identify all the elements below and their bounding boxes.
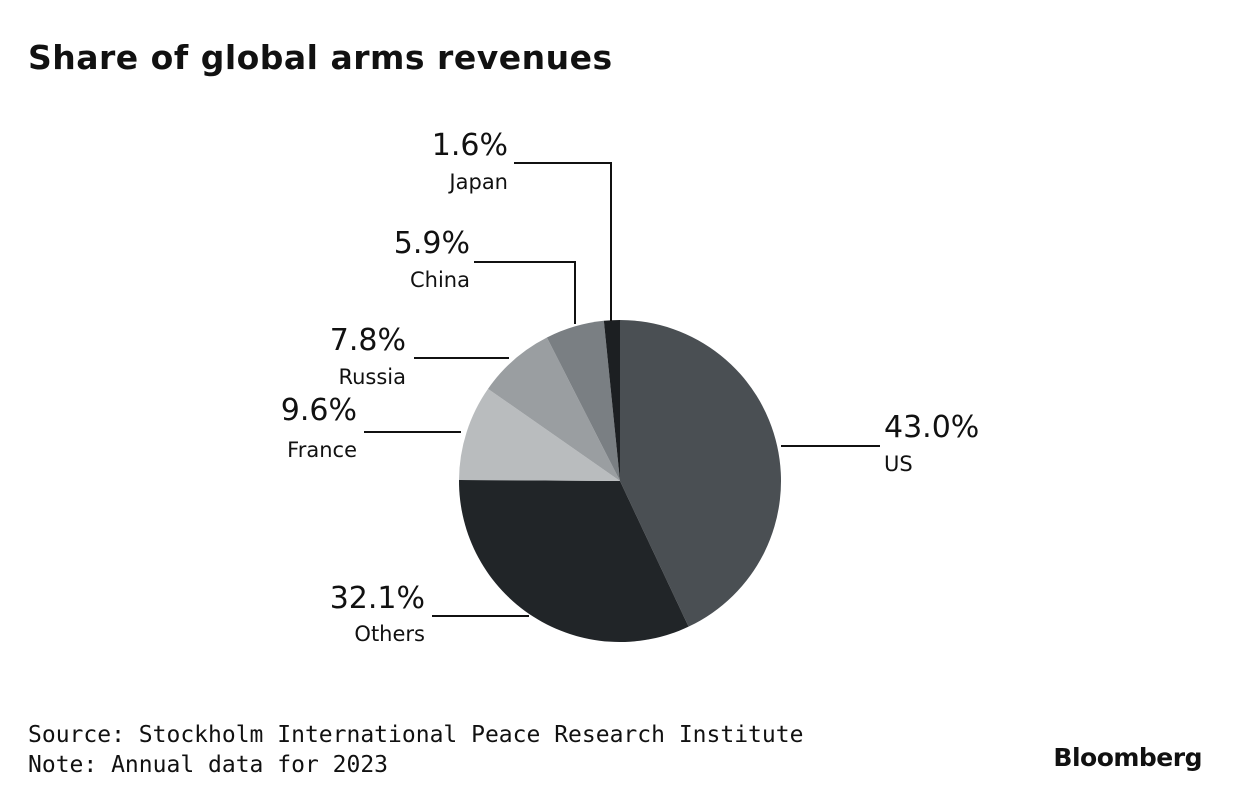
leader-line-japan bbox=[514, 162, 612, 321]
pie-slice-russia bbox=[487, 337, 620, 481]
category-label-japan: Japan bbox=[447, 170, 508, 194]
value-label-france: 9.6% bbox=[281, 393, 357, 428]
pie-slice-japan bbox=[603, 319, 620, 481]
pie-slices bbox=[458, 319, 782, 643]
pie-chart: 43.0% US 32.1% Others 9.6% France 7.8% Russia 5.… bbox=[281, 128, 980, 646]
pie-slice-china bbox=[546, 320, 620, 481]
source-note: Source: Stockholm International Peace Re… bbox=[28, 722, 804, 748]
slice-labels: 43.0% US 32.1% Others 9.6% France 7.8% Russia 5.… bbox=[281, 128, 980, 646]
pie-slice-others bbox=[458, 479, 689, 643]
value-label-japan: 1.6% bbox=[432, 128, 508, 163]
pie-slice-us bbox=[620, 320, 782, 627]
leader-lines bbox=[364, 162, 880, 617]
category-label-russia: Russia bbox=[338, 365, 406, 389]
value-label-others: 32.1% bbox=[330, 581, 425, 616]
category-label-china: China bbox=[410, 268, 470, 292]
value-label-china: 5.9% bbox=[394, 226, 470, 261]
bloomberg-logo: Bloomberg bbox=[1053, 743, 1202, 772]
data-note: Note: Annual data for 2023 bbox=[28, 752, 389, 778]
category-label-france: France bbox=[287, 438, 357, 462]
chart-footer: Source: Stockholm International Peace Re… bbox=[28, 720, 803, 780]
category-label-others: Others bbox=[354, 622, 425, 646]
leader-line-china bbox=[474, 261, 576, 324]
value-label-russia: 7.8% bbox=[330, 323, 406, 358]
value-label-us: 43.0% bbox=[884, 410, 979, 445]
category-label-us: US bbox=[884, 452, 913, 476]
pie-slice-france bbox=[459, 388, 620, 481]
chart-title: Share of global arms revenues bbox=[28, 38, 613, 77]
